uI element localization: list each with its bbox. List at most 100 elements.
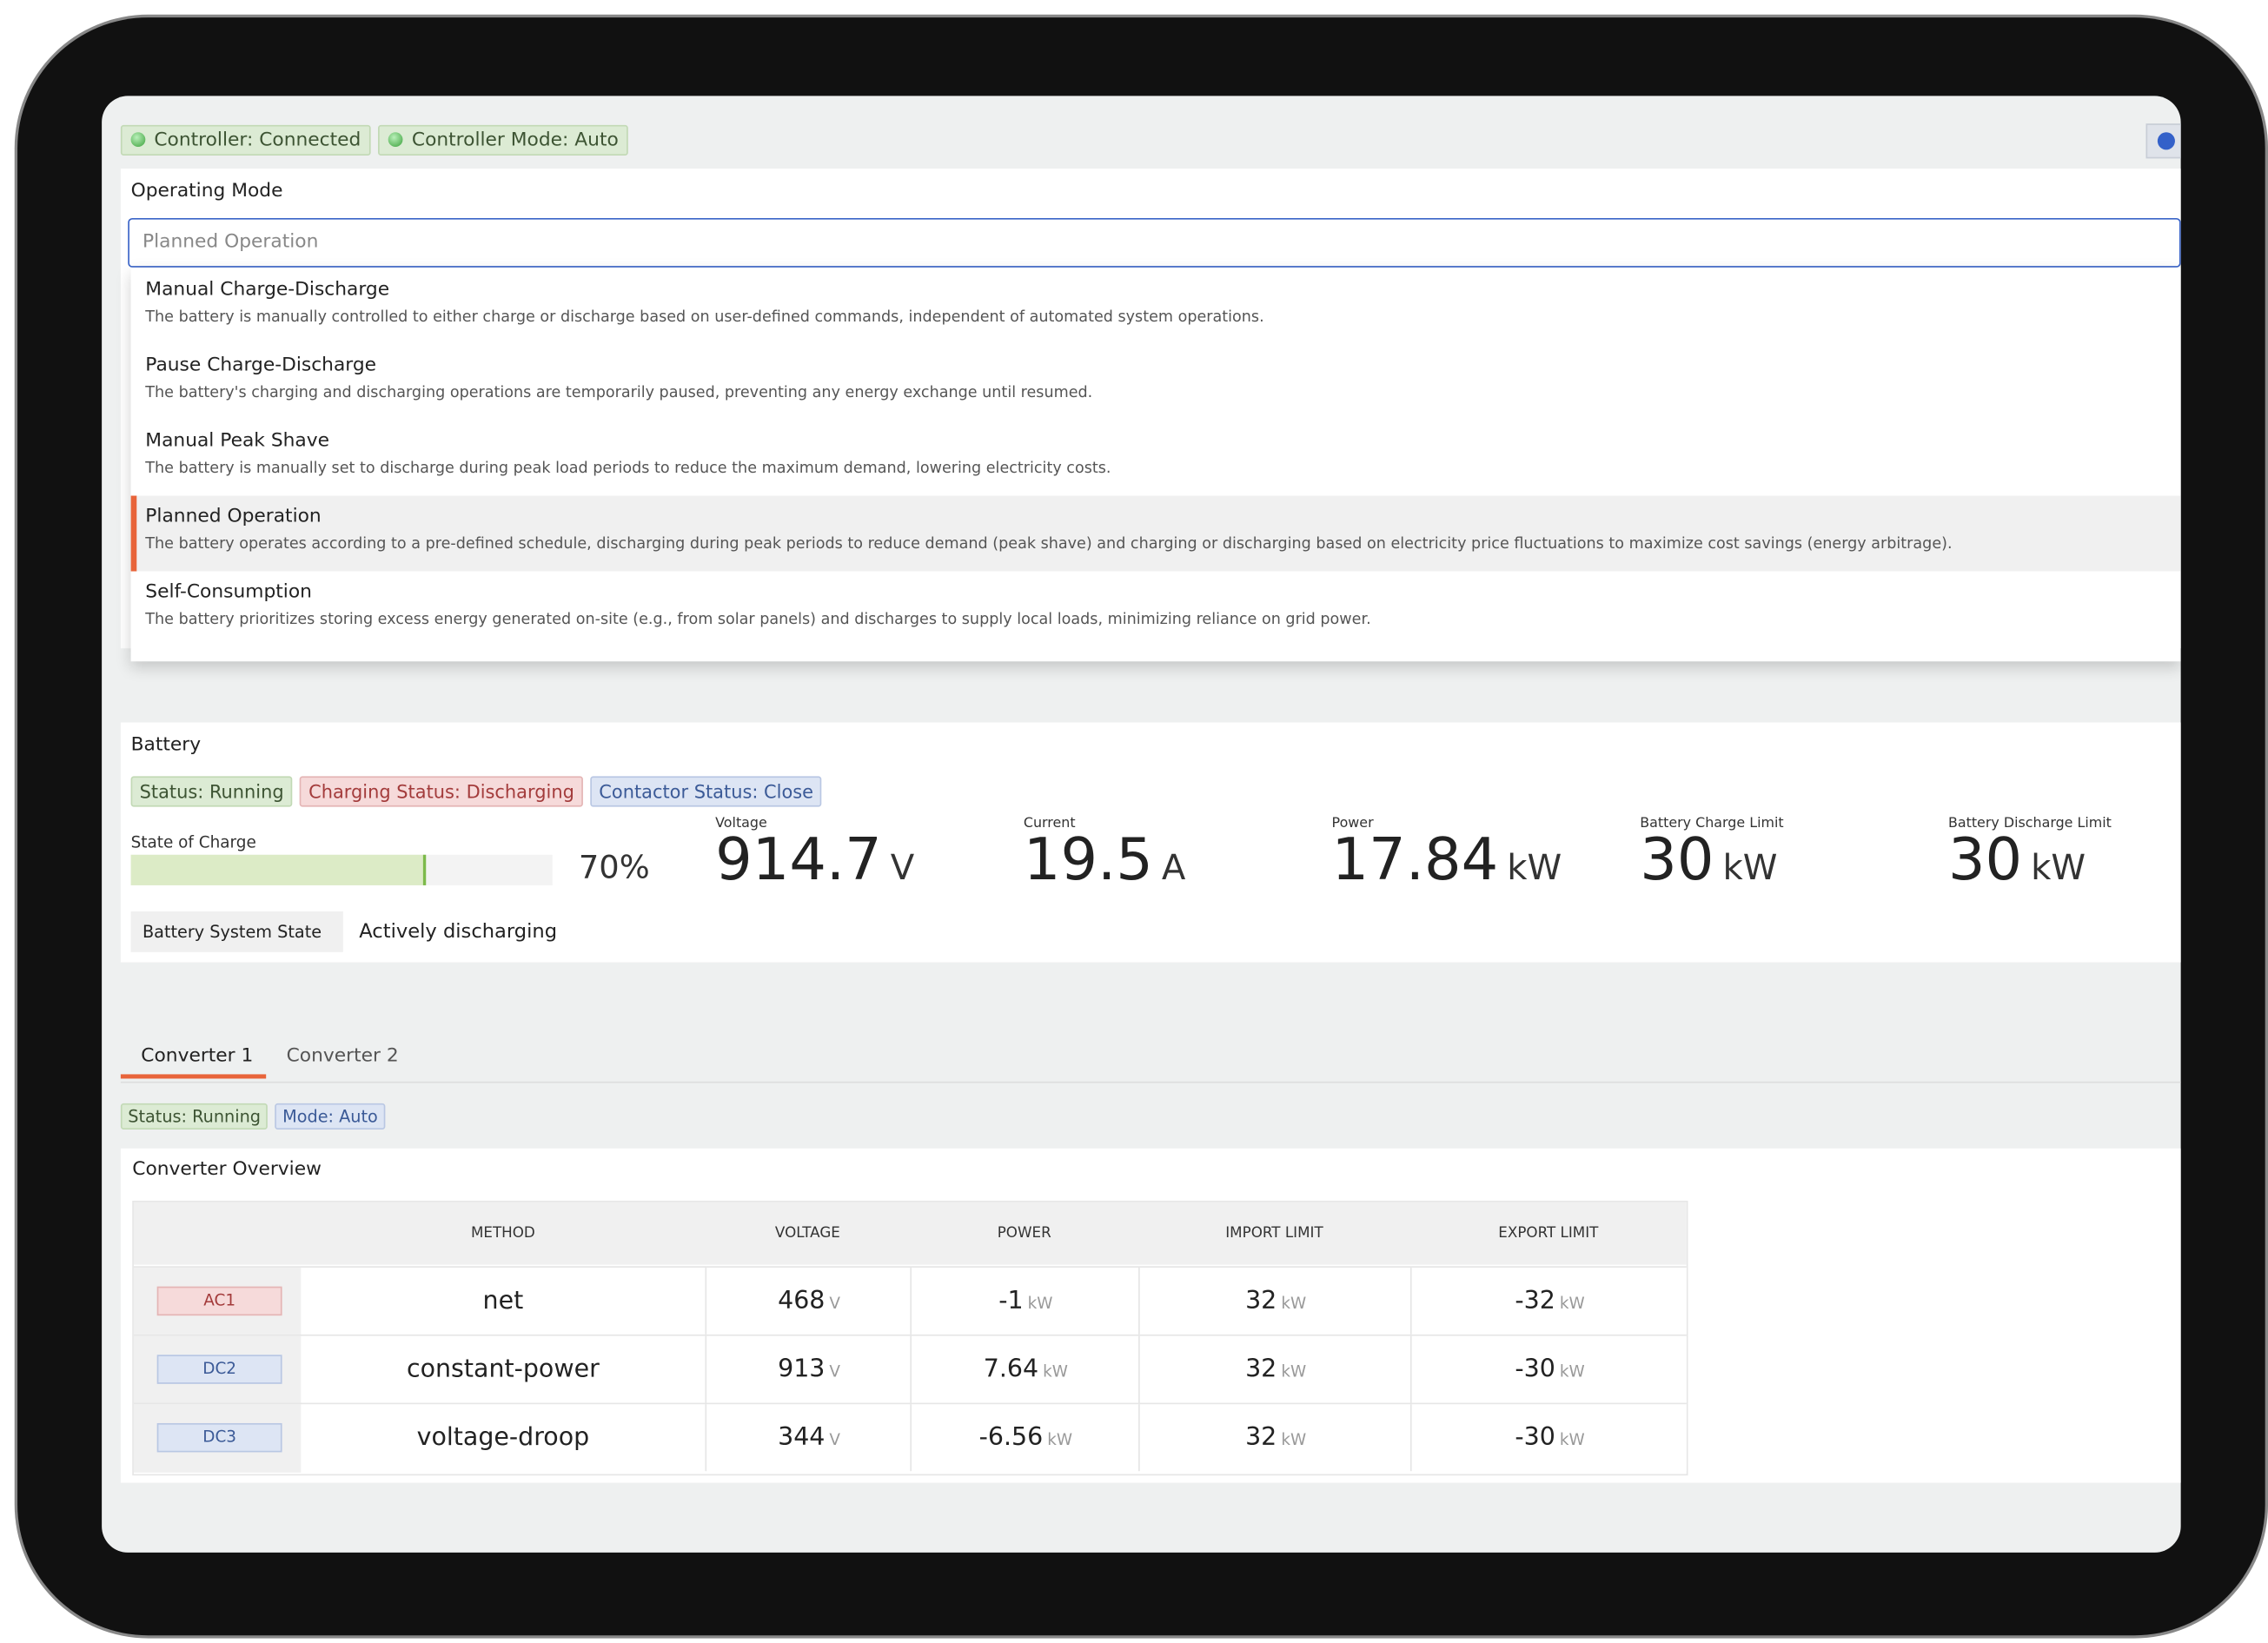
status-badge: Controller: Connected	[120, 124, 372, 156]
screen: Controller: Connected Controller Mode: Au…	[102, 96, 2181, 1553]
table-row: AC1 net 468 V -1 kW 32 kW -32 kW	[133, 1266, 1687, 1336]
badge-text: Controller: Connected	[154, 129, 361, 152]
method-cell: voltage-droop	[416, 1422, 590, 1453]
battery-badges: Status: Running Charging Status: Discharg…	[130, 776, 830, 807]
dropdown-option[interactable]: Manual Charge-Discharge The battery is ma…	[131, 269, 2181, 345]
active-tab-indicator	[120, 1074, 267, 1079]
section-title: Converter Overview	[132, 1158, 322, 1181]
cell-value: -32	[1515, 1286, 1555, 1316]
metric-unit: V	[890, 847, 915, 889]
status-badge: Mode: Auto	[275, 1103, 386, 1130]
option-description: The battery is manually set to discharge…	[145, 459, 1111, 477]
column-header: METHOD	[470, 1225, 535, 1242]
value-cell: 913 V	[705, 1335, 912, 1403]
cell-unit: kW	[1043, 1361, 1068, 1381]
cell-value: -6.56	[978, 1422, 1044, 1453]
cell-unit: kW	[1559, 1294, 1585, 1313]
select-input[interactable]: Planned Operation	[128, 217, 2181, 268]
metric-label: Battery Discharge Limit	[1947, 815, 2112, 832]
cell-unit: V	[829, 1294, 841, 1313]
metric-label: Power	[1331, 815, 1374, 832]
metric-value: 19.5 A	[1024, 827, 1186, 894]
cell-unit: kW	[1027, 1294, 1053, 1313]
status-dot	[130, 132, 146, 147]
converter-id: DC3	[156, 1422, 282, 1453]
status-badge: Charging Status: Discharging	[300, 776, 583, 807]
badge-text: Controller Mode: Auto	[411, 129, 619, 152]
header-badges: Controller: Connected Controller Mode: Au…	[120, 123, 636, 156]
option-description: The battery operates according to a pre-…	[145, 534, 1953, 553]
value-cell: -1 kW	[910, 1267, 1139, 1335]
option-title: Manual Peak Shave	[145, 430, 330, 453]
method-cell: constant-power	[406, 1355, 600, 1384]
cell-unit: V	[829, 1430, 841, 1450]
state-label: Battery System State	[130, 911, 343, 952]
option-title: Manual Charge-Discharge	[145, 279, 390, 301]
dropdown-menu: Manual Charge-Discharge The battery is ma…	[130, 267, 2181, 662]
metric-unit: kW	[1507, 847, 1562, 889]
value-cell: 7.64 kW	[910, 1335, 1139, 1403]
converter-table: METHOD VOLTAGE POWER IMPORT LIMIT EXPORT LIM…	[132, 1200, 1688, 1476]
soc-track	[130, 854, 553, 885]
column-header: EXPORT LIMIT	[1498, 1225, 1599, 1242]
field-label: Operating Mode	[130, 180, 283, 202]
dropdown-option[interactable]: Manual Peak Shave The battery is manually…	[131, 421, 2181, 496]
option-title: Planned Operation	[145, 506, 322, 528]
value-cell: -30 kW	[1409, 1335, 1688, 1403]
value-cell: 344 V	[705, 1404, 912, 1472]
cell-value: -1	[998, 1286, 1024, 1316]
option-description: The battery is manually controlled to ei…	[145, 308, 1264, 326]
column-header: VOLTAGE	[774, 1225, 840, 1242]
cell-value: 468	[778, 1286, 826, 1316]
cell-value: 32	[1245, 1286, 1277, 1316]
cell-unit: kW	[1559, 1430, 1585, 1450]
metric-label: Current	[1023, 815, 1076, 832]
table-row: DC3 voltage-droop 344 V -6.56 kW 32 kW -30 kW	[133, 1402, 1688, 1473]
metric-label: Voltage	[715, 815, 767, 832]
tab[interactable]: Converter 2	[286, 1044, 399, 1068]
soc-label: State of Charge	[130, 832, 256, 852]
state-value: Actively discharging	[359, 920, 558, 944]
user-button[interactable]	[2145, 123, 2181, 159]
column-header: POWER	[997, 1225, 1051, 1242]
cell-value: -30	[1515, 1355, 1555, 1384]
dropdown-option[interactable]: Pause Charge-Discharge The battery's char…	[131, 345, 2181, 421]
soc-value: 70%	[578, 850, 650, 887]
tab[interactable]: Converter 1	[141, 1044, 254, 1068]
metric-value: 17.84 kW	[1332, 827, 1562, 894]
cell-unit: kW	[1559, 1361, 1585, 1381]
select-placeholder: Planned Operation	[142, 231, 319, 254]
status-badge: Controller Mode: Auto	[378, 124, 629, 156]
metric-value: 30 kW	[1948, 827, 2086, 894]
converter-id: AC1	[156, 1286, 282, 1316]
metric-number: 914.7	[715, 826, 882, 894]
value-cell: 32 kW	[1138, 1404, 1412, 1472]
converter-id: DC2	[156, 1355, 282, 1384]
metric-number: 17.84	[1331, 826, 1499, 894]
cell-unit: kW	[1047, 1430, 1073, 1450]
dropdown-option[interactable]: Self-Consumption The battery prioritizes …	[131, 572, 2181, 647]
metric-unit: kW	[2031, 847, 2086, 889]
dropdown-option[interactable]: Planned Operation The battery operates ac…	[130, 495, 2181, 572]
cell-value: 7.64	[983, 1355, 1039, 1384]
cell-unit: kW	[1281, 1430, 1307, 1450]
metric-value: 914.7 V	[715, 827, 914, 894]
metric-number: 30	[1947, 826, 2023, 894]
soc-bar	[130, 854, 427, 885]
converter-badges: Status: Running Mode: Auto	[120, 1101, 393, 1130]
value-cell: -6.56 kW	[910, 1404, 1139, 1472]
option-description: The battery's charging and discharging o…	[145, 383, 1093, 401]
status-badge: Contactor Status: Close	[590, 776, 823, 807]
value-cell: -30 kW	[1409, 1404, 1688, 1472]
status-badge: Status: Running	[120, 1103, 269, 1130]
status-badge: Status: Running	[130, 776, 293, 807]
cell-value: 32	[1245, 1422, 1277, 1453]
column-header: IMPORT LIMIT	[1225, 1225, 1323, 1242]
cell-value: -30	[1515, 1422, 1555, 1453]
metric-label: Battery Charge Limit	[1640, 815, 1784, 832]
metric-unit: A	[1161, 847, 1186, 889]
cell-value: 344	[778, 1422, 826, 1453]
cell-unit: V	[829, 1361, 841, 1381]
tab-divider	[120, 1081, 2181, 1083]
cell-value: 913	[778, 1355, 826, 1384]
